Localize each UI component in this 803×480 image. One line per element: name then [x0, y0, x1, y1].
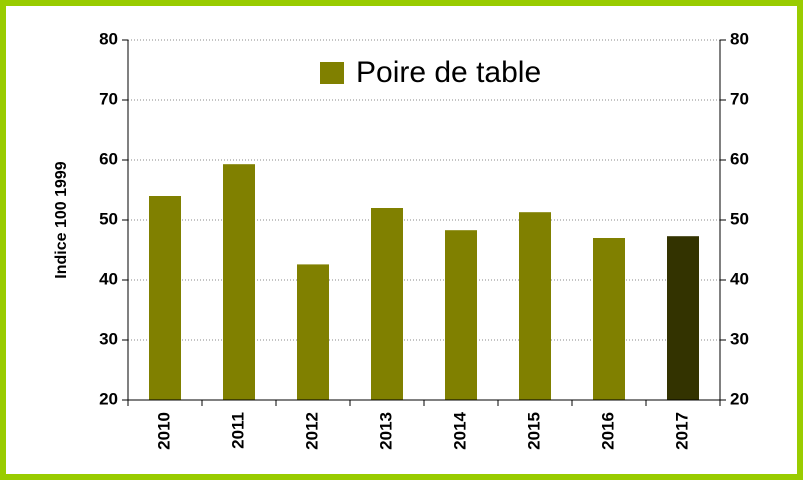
- bar: [223, 164, 255, 400]
- y-tick-label: 70: [99, 89, 118, 108]
- legend-swatch: [320, 62, 344, 84]
- x-tick-label: 2010: [154, 412, 173, 450]
- x-tick-label: 2014: [450, 411, 469, 449]
- bar: [371, 208, 403, 400]
- y-axis-label: Indice 100 1999: [53, 161, 70, 279]
- bar: [593, 238, 625, 400]
- y-tick-label: 60: [99, 149, 118, 168]
- x-tick-label: 2011: [228, 412, 247, 449]
- x-tick-label: 2012: [302, 412, 321, 450]
- y2-tick-label: 40: [730, 269, 749, 288]
- y2-tick-label: 20: [730, 389, 749, 408]
- x-tick-label: 2016: [598, 412, 617, 450]
- y-tick-label: 80: [99, 29, 118, 48]
- x-tick-label: 2015: [524, 412, 543, 450]
- bar: [667, 236, 699, 400]
- bar: [149, 196, 181, 400]
- bar: [297, 264, 329, 400]
- legend-label: Poire de table: [356, 56, 541, 89]
- y-tick-label: 40: [99, 269, 118, 288]
- bar: [445, 230, 477, 400]
- y2-tick-label: 70: [730, 89, 749, 108]
- bar: [519, 212, 551, 400]
- x-tick-label: 2017: [672, 412, 691, 450]
- y-tick-label: 20: [99, 389, 118, 408]
- y2-tick-label: 60: [730, 149, 749, 168]
- x-tick-label: 2013: [376, 412, 395, 450]
- y-tick-label: 50: [99, 209, 118, 228]
- y2-tick-label: 30: [730, 329, 749, 348]
- y2-tick-label: 80: [730, 29, 749, 48]
- y2-tick-label: 50: [730, 209, 749, 228]
- y-tick-label: 30: [99, 329, 118, 348]
